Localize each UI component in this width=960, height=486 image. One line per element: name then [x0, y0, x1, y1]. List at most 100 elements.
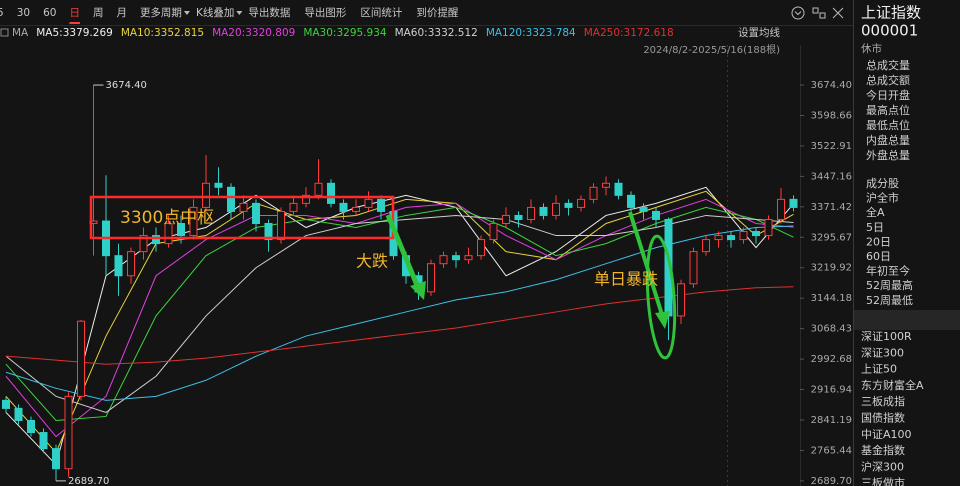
candle-body	[589, 186, 598, 200]
candle-body	[39, 432, 48, 450]
stat-field: 52周最低	[866, 294, 913, 307]
drop-arrow	[385, 214, 422, 291]
candle-body	[727, 235, 735, 241]
quote-field: 总成交量	[866, 58, 910, 72]
candle-body	[264, 222, 273, 241]
drop-arrowhead	[410, 281, 426, 300]
candle-body	[639, 206, 648, 212]
y-tick-label: 2841.19	[811, 415, 852, 426]
y-tick-label: 3598.66	[811, 110, 852, 121]
ma-line	[5, 186, 794, 466]
candle-body	[289, 202, 298, 212]
candle-body	[364, 198, 373, 208]
period-tab[interactable]: 30	[17, 7, 30, 19]
legend-entry: MA60:3332.512	[395, 27, 478, 39]
index-link[interactable]: 基金指数	[861, 443, 905, 457]
period-tab[interactable]: 5	[0, 7, 4, 19]
legend-entry: MA120:3323.784	[486, 27, 576, 39]
toolbar-button[interactable]: 导出图形	[304, 6, 346, 19]
y-tick-label: 3295.67	[811, 232, 852, 243]
index-link[interactable]: 深证300	[861, 346, 904, 359]
index-link[interactable]: 中证A100	[861, 428, 912, 441]
ma-line	[5, 190, 794, 454]
extreme-label: 3674.40	[106, 80, 147, 91]
index-link[interactable]: 深证100R	[861, 330, 912, 343]
candle-body	[752, 231, 760, 237]
y-tick-label: 3447.16	[811, 171, 852, 182]
candle-body	[127, 251, 135, 277]
y-tick-label: 3068.43	[811, 324, 852, 335]
dropdown-caret	[183, 11, 190, 15]
y-tick-label: 3522.91	[811, 141, 852, 152]
y-tick-label: 3219.92	[811, 263, 852, 274]
zone-label: 3300点中枢	[120, 208, 214, 228]
candle-body	[577, 198, 585, 208]
market-status: 休市	[861, 42, 882, 55]
period-tab[interactable]: 月	[116, 7, 127, 19]
chevron	[794, 11, 802, 16]
quote-field: 今日开盘	[866, 88, 910, 102]
stat-field: 全A	[866, 205, 885, 219]
stat-field: 52周最高	[866, 278, 913, 292]
index-link[interactable]: 上证50	[861, 363, 897, 376]
y-tick-label: 2916.94	[811, 385, 852, 396]
index-link[interactable]: 东方财富全A	[861, 378, 924, 392]
menu-dropdown[interactable]: K线叠加	[196, 6, 234, 19]
candle-body	[602, 182, 610, 188]
legend-entry: MA250:3172.618	[584, 27, 674, 39]
candle-body	[14, 407, 23, 421]
candle-body	[677, 283, 685, 317]
ma-icon	[0, 28, 9, 37]
candle-body	[464, 255, 473, 261]
candle-body	[327, 182, 335, 204]
toolbar-button[interactable]: 区间统计	[360, 6, 402, 19]
candle-body	[377, 198, 385, 212]
candle-body	[789, 198, 798, 208]
zone-box	[89, 195, 395, 240]
stat-field: 20日	[866, 235, 891, 248]
candle-body	[514, 214, 523, 220]
extreme-label: 2689.70	[68, 476, 109, 486]
quote-field: 总成交额	[866, 73, 910, 87]
candle-body	[627, 194, 635, 208]
grid-icon-part	[819, 12, 826, 19]
period-tab[interactable]: 60	[43, 7, 56, 19]
candle-body	[239, 202, 248, 212]
period-tab[interactable]: 周	[93, 7, 104, 19]
collapse-icon[interactable]	[791, 6, 805, 20]
settings-label[interactable]: 设置均线	[738, 26, 780, 39]
index-link[interactable]: 三板成指	[861, 394, 905, 408]
period-tab[interactable]: 日	[69, 7, 80, 19]
grid-icon[interactable]	[812, 7, 819, 14]
ma-label: MA	[12, 27, 29, 39]
ma-line	[5, 198, 794, 438]
index-link[interactable]: 沪深300	[861, 459, 904, 473]
close-icon-part	[832, 7, 844, 19]
candle-body	[527, 206, 535, 220]
index-link[interactable]: 国债指数	[861, 411, 905, 425]
candle-body	[539, 206, 548, 216]
toolbar-button[interactable]: 到价提醒	[416, 7, 458, 19]
candle-body	[689, 251, 698, 285]
menu-dropdown[interactable]: 更多周期	[140, 6, 182, 19]
index-link[interactable]: 三板做市	[861, 476, 905, 486]
crash-ellipse	[645, 234, 677, 360]
candle-body	[777, 198, 785, 220]
candle-body	[177, 222, 185, 237]
toolbar-icons[interactable]	[791, 6, 844, 20]
y-tick-label: 2992.68	[811, 354, 852, 365]
toolbar-button[interactable]: 导出数据	[248, 6, 290, 19]
candle-body	[614, 182, 623, 196]
legend-entry: MA30:3295.934	[303, 27, 387, 39]
candle-body	[52, 448, 60, 470]
candle-body	[164, 222, 173, 245]
legend-entry: MA5:3379.269	[36, 27, 113, 39]
candle-body	[489, 222, 498, 241]
candle-body	[152, 235, 160, 245]
candle-body	[302, 194, 310, 204]
quote-field: 最高点位	[866, 103, 910, 117]
crash-arrowhead	[655, 311, 670, 329]
drop-label: 大跌	[356, 252, 388, 271]
